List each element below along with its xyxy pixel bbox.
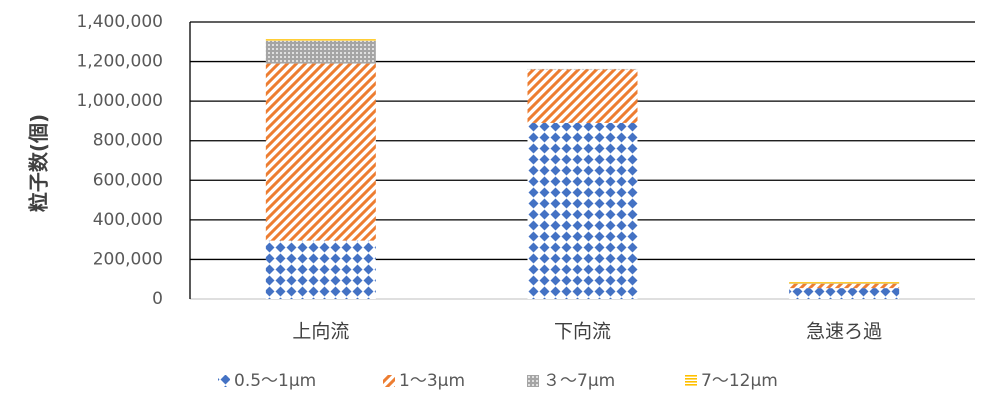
y-tick-label: 400,000 (93, 210, 163, 230)
bar-segment (789, 283, 900, 289)
bar-segment (265, 39, 376, 41)
bar-segment (527, 122, 638, 300)
legend: 0.5～1μm 1～3μm ３～7μm 7～12μm (218, 371, 778, 391)
legend-item: ３～7μm (527, 371, 615, 391)
legend-item: 1～3μm (383, 371, 465, 391)
legend-label: 0.5～1μm (234, 371, 316, 391)
legend-swatch (383, 375, 395, 387)
legend-item: 7～12μm (685, 371, 778, 391)
x-category-label: 下向流 (554, 321, 611, 343)
y-tick-label: 0 (152, 289, 163, 309)
y-tick-label: 800,000 (93, 131, 163, 151)
x-axis-categories: 上向流 下向流 急速ろ過 (292, 321, 882, 343)
bar-segment (527, 69, 638, 123)
x-category-label: 急速ろ過 (806, 321, 882, 343)
y-tick-label: 200,000 (93, 249, 163, 269)
bar-segment (789, 288, 900, 299)
bars (265, 39, 900, 300)
legend-swatch (527, 375, 539, 387)
y-tick-label: 600,000 (93, 170, 163, 190)
bar-segment (265, 240, 376, 299)
legend-swatch (218, 375, 230, 387)
y-axis-ticks: 0 200,000 400,000 600,000 800,000 1,000,000 1,… (76, 12, 163, 309)
x-category-label: 上向流 (292, 321, 349, 343)
y-tick-label: 1,400,000 (76, 12, 163, 32)
bar-segment (265, 40, 376, 64)
legend-label: 7～12μm (701, 371, 778, 391)
legend-swatch (685, 375, 697, 387)
bar-segment (265, 63, 376, 241)
bar-segment (789, 282, 900, 284)
y-tick-label: 1,200,000 (76, 52, 163, 72)
y-tick-label: 1,000,000 (76, 91, 163, 111)
legend-item: 0.5～1μm (218, 371, 316, 391)
legend-label: ３～7μm (543, 371, 615, 391)
legend-label: 1～3μm (399, 371, 465, 391)
bar-segment (527, 68, 638, 70)
y-axis-label: 粒子数(個) (27, 114, 51, 212)
